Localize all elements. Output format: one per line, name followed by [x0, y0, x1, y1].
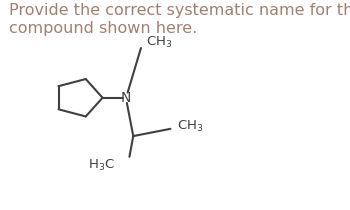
Text: CH$_3$: CH$_3$ [146, 35, 173, 50]
Text: H$_3$C: H$_3$C [89, 158, 116, 173]
Text: Provide the correct systematic name for the
compound shown here.: Provide the correct systematic name for … [9, 3, 350, 36]
Text: N: N [120, 91, 131, 105]
Text: CH$_3$: CH$_3$ [177, 119, 203, 134]
